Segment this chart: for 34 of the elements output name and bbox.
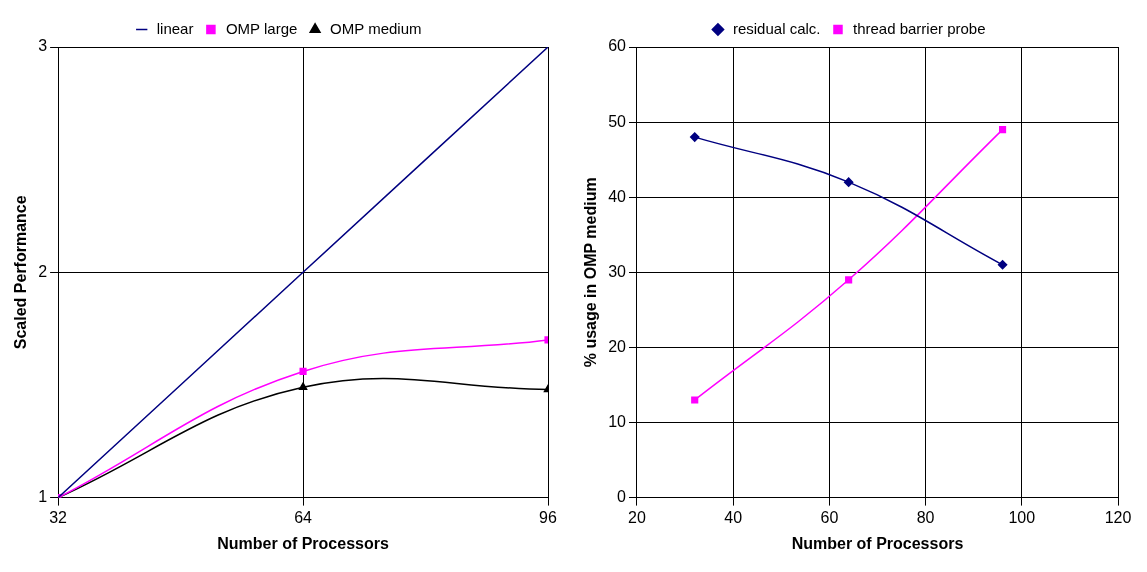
y-tick-label: 2: [38, 262, 48, 280]
x-tick-label: 96: [539, 508, 557, 526]
y-axis-title: % usage in OMP medium: [582, 177, 600, 368]
legend-label: thread barrier probe: [852, 19, 986, 37]
y-tick-label: 10: [608, 412, 627, 430]
legend-label: residual calc.: [732, 19, 821, 37]
legend-label: OMP medium: [330, 19, 422, 37]
point: [845, 276, 853, 284]
y-tick-label: 60: [608, 37, 627, 55]
y-tick-label: 0: [617, 488, 627, 506]
x-tick-label: 120: [1104, 508, 1132, 526]
x-tick-label: 20: [628, 508, 646, 526]
y-axis-title: Scaled Performance: [12, 195, 30, 350]
x-tick-label: 32: [49, 508, 68, 526]
point: [689, 132, 700, 142]
y-tick-label: 40: [608, 187, 627, 205]
point: [997, 260, 1008, 270]
x-tick-label: 60: [820, 508, 839, 526]
point: [998, 126, 1007, 134]
y-tick-label: 20: [608, 337, 627, 355]
y-tick-label: 30: [608, 262, 627, 280]
legend-label: OMP large: [225, 19, 298, 37]
point: [843, 177, 854, 187]
x-tick-label: 64: [294, 508, 313, 526]
x-tick-label: 80: [916, 508, 935, 526]
y-tick-label: 1: [38, 488, 48, 506]
x-axis-title: Number of Processors: [791, 534, 964, 552]
x-axis-title: Number of Processors: [217, 534, 389, 552]
y-tick-label: 50: [608, 112, 627, 130]
x-tick-label: 100: [1008, 508, 1036, 526]
x-tick-label: 40: [724, 508, 743, 526]
y-tick-label: 3: [38, 37, 48, 55]
legend-label: linear: [156, 19, 194, 37]
point: [691, 396, 699, 404]
